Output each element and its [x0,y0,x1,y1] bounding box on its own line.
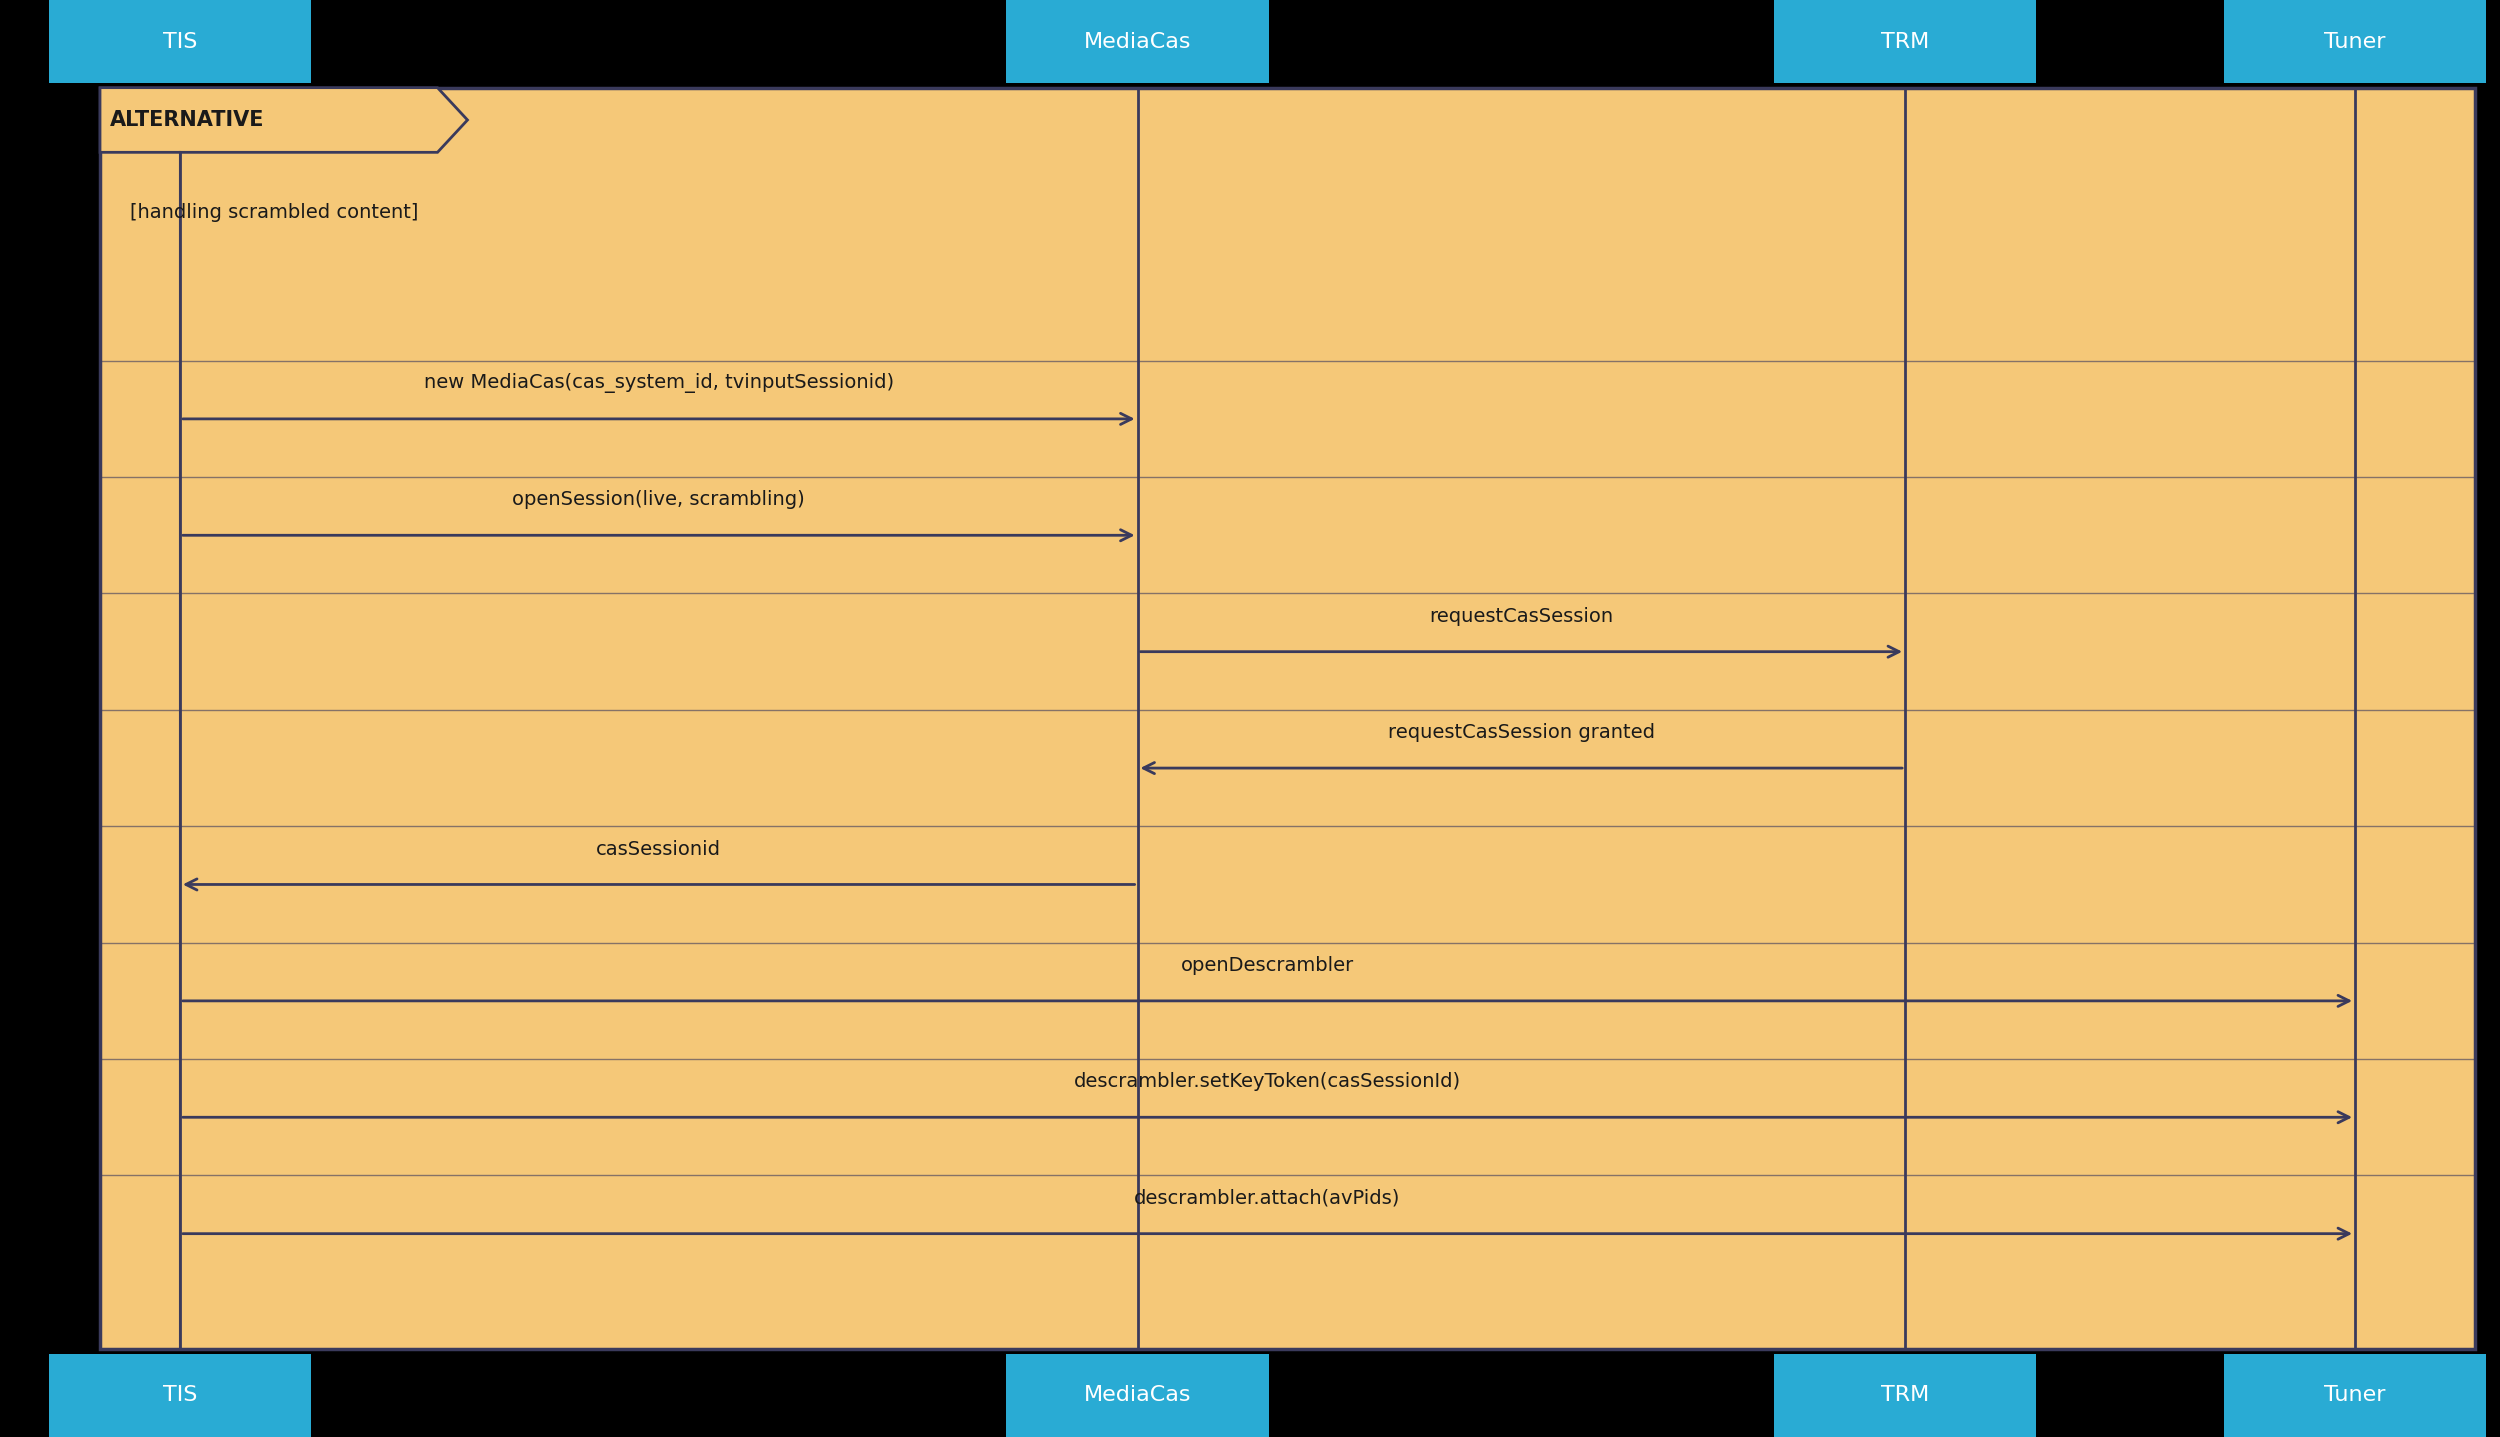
Text: MediaCas: MediaCas [1085,32,1192,52]
Text: TRM: TRM [1880,1385,1930,1405]
FancyBboxPatch shape [2225,1354,2485,1437]
Text: TIS: TIS [162,1385,198,1405]
Text: Tuner: Tuner [2325,32,2385,52]
Text: descrambler.setKeyToken(casSessionId): descrambler.setKeyToken(casSessionId) [1075,1072,1460,1092]
Text: openSession(live, scrambling): openSession(live, scrambling) [512,490,805,510]
FancyBboxPatch shape [1775,0,2035,83]
FancyBboxPatch shape [48,1354,310,1437]
FancyBboxPatch shape [1008,1354,1270,1437]
Text: ALTERNATIVE: ALTERNATIVE [110,111,265,129]
FancyBboxPatch shape [1008,0,1270,83]
Text: descrambler.attach(avPids): descrambler.attach(avPids) [1135,1188,1400,1207]
Text: MediaCas: MediaCas [1085,1385,1192,1405]
Text: Tuner: Tuner [2325,1385,2385,1405]
Text: requestCasSession: requestCasSession [1430,606,1612,627]
Text: casSessionid: casSessionid [598,839,722,859]
Text: requestCasSession granted: requestCasSession granted [1388,723,1655,743]
Text: TRM: TRM [1880,32,1930,52]
Polygon shape [100,88,468,152]
Text: [handling scrambled content]: [handling scrambled content] [130,203,418,223]
Text: new MediaCas(cas_system_id, tvinputSessionid): new MediaCas(cas_system_id, tvinputSessi… [422,374,895,394]
FancyBboxPatch shape [48,0,310,83]
FancyBboxPatch shape [1775,1354,2035,1437]
Text: TIS: TIS [162,32,198,52]
FancyBboxPatch shape [2225,0,2485,83]
Text: openDescrambler: openDescrambler [1180,956,1355,976]
FancyBboxPatch shape [100,88,2475,1349]
